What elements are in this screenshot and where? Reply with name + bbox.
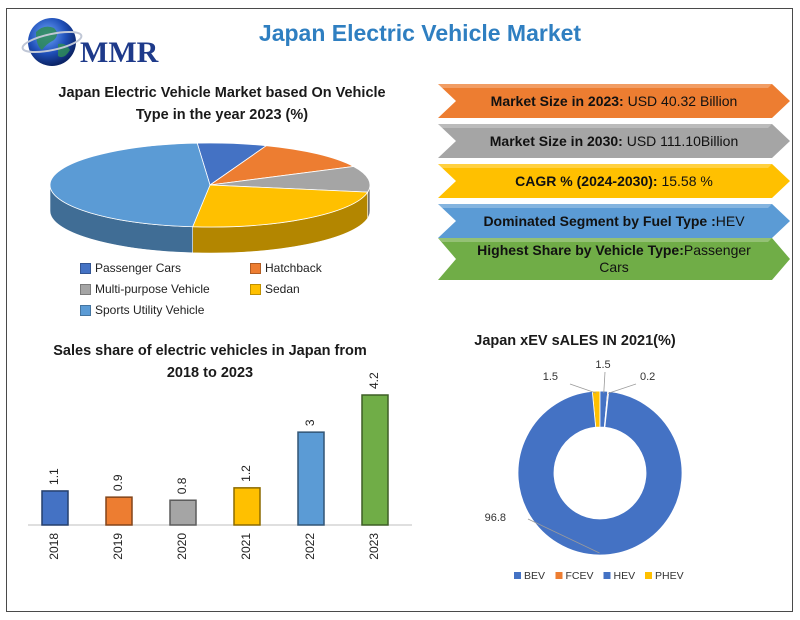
highlight-text: CAGR % (2024-2030): 15.58 %	[438, 164, 790, 198]
pie-slice-sports-utility-vehicle	[49, 142, 211, 228]
legend-label: Multi-purpose Vehicle	[95, 282, 210, 296]
x-tick-label: 2021	[239, 533, 253, 560]
highlight-value: Passenger Cars	[599, 242, 751, 275]
bar-value-label: 0.9	[111, 474, 125, 491]
legend-label: Sedan	[265, 282, 300, 296]
arrow-shape	[438, 84, 790, 118]
vehicle-type-chart-title: Japan Electric Vehicle Market based On V…	[58, 85, 386, 123]
xev-sales-chart-title: Japan xEV sALES IN 2021(%)	[474, 333, 676, 349]
x-tick-label: 2018	[47, 533, 61, 560]
market-highlights: Market Size in 2023: USD 40.32 Billion Ma…	[438, 84, 790, 280]
legend-label: Passenger Cars	[95, 261, 182, 275]
legend-swatch	[514, 572, 521, 579]
xev-sales-donut-chart: 1.5 1.5 0.2 96.8 BEV FCEV HEV PHEV	[485, 359, 684, 582]
pie-slice-sedan	[192, 184, 369, 228]
sales-share-bar-chart: 1.1 2018 0.9 2019 0.8 2020 1.2 2021 3 2022 4.2 2023	[28, 372, 412, 560]
highlight-value: USD 111.10Billion	[622, 132, 739, 149]
highlight-label: Highest Share by Vehicle Type:	[477, 242, 684, 258]
donut-value-label: 96.8	[485, 512, 506, 524]
highlight-banner-5: Highest Share by Vehicle Type:Passenger …	[438, 238, 790, 280]
arrow-shape	[438, 204, 790, 238]
x-tick-label: 2023	[367, 533, 381, 560]
vehicle-type-pie-chart	[49, 142, 371, 254]
bar-2019	[105, 496, 133, 526]
legend-item-bev: BEV	[514, 570, 545, 582]
highlight-text: Market Size in 2023: USD 40.32 Billion	[438, 84, 790, 118]
highlight-label: Market Size in 2030:	[489, 132, 623, 149]
highlight-label: Market Size in 2023:	[490, 92, 624, 109]
bar-2018	[41, 490, 69, 526]
legend-swatch	[250, 283, 261, 295]
legend-swatch	[250, 262, 261, 274]
sales-share-chart-title: Sales share of electric vehicles in Japa…	[53, 343, 367, 381]
legend-swatch	[80, 262, 91, 274]
legend-label: FCEV	[566, 570, 594, 582]
highlight-label: Dominated Segment by Fuel Type :	[483, 212, 716, 229]
donut-slice-hev	[517, 390, 683, 556]
bar-2020	[169, 499, 197, 526]
x-tick-label: 2020	[175, 533, 189, 560]
leader-line	[527, 518, 600, 554]
legend-item-multi-purpose-vehicle: Multi-purpose Vehicle	[80, 282, 210, 296]
donut-value-label: 0.2	[640, 371, 655, 383]
legend-item-phev: PHEV	[645, 570, 684, 582]
legend-label: Sports Utility Vehicle	[95, 303, 205, 317]
legend-label: HEV	[614, 570, 636, 582]
legend-item-sedan: Sedan	[250, 282, 300, 296]
bar-2021	[233, 487, 261, 526]
highlight-text: Dominated Segment by Fuel Type :HEV	[438, 204, 790, 238]
legend-label: BEV	[524, 570, 545, 582]
legend-item-sports-utility-vehicle: Sports Utility Vehicle	[80, 303, 204, 317]
highlight-label: CAGR % (2024-2030):	[515, 172, 658, 189]
leader-line	[607, 383, 637, 394]
legend-item-fcev: FCEV	[555, 570, 594, 582]
globe-icon	[21, 18, 83, 66]
legend-swatch	[603, 572, 611, 579]
highlight-value: 15.58 %	[657, 172, 713, 189]
highlight-banner-3: CAGR % (2024-2030): 15.58 %	[438, 164, 790, 198]
x-tick-label: 2019	[111, 533, 125, 560]
donut-value-label: 1.5	[543, 371, 558, 383]
leader-line	[603, 371, 606, 394]
legend-label: PHEV	[655, 570, 684, 582]
legend-swatch	[555, 572, 563, 579]
logo-text: MMR	[80, 36, 159, 69]
page-title: Japan Electric Vehicle Market	[258, 20, 582, 46]
bar-value-label: 0.8	[175, 477, 189, 494]
highlight-banner-2: Market Size in 2030: USD 111.10Billion	[438, 124, 790, 158]
x-tick-label: 2022	[303, 533, 317, 560]
highlight-banner-1: Market Size in 2023: USD 40.32 Billion	[438, 84, 790, 118]
arrow-shape	[438, 164, 790, 198]
bar-value-label: 1.2	[239, 465, 253, 482]
legend-item-hev: HEV	[603, 570, 636, 582]
pie-slice-hatchback	[209, 145, 355, 186]
legend-swatch	[80, 283, 91, 295]
legend-swatch	[80, 304, 91, 316]
highlight-value: USD 40.32 Billion	[623, 92, 738, 109]
leader-line	[569, 383, 597, 394]
highlight-banner-4: Dominated Segment by Fuel Type :HEV	[438, 204, 790, 238]
page-frame	[6, 8, 793, 612]
highlight-text: Highest Share by Vehicle Type:Passenger …	[438, 238, 790, 280]
arrow-shape	[438, 124, 790, 158]
bar-value-label: 1.1	[47, 468, 61, 485]
bar-2023	[361, 394, 389, 526]
legend-label: Hatchback	[265, 261, 322, 275]
mmr-logo: MMR	[14, 14, 164, 72]
highlight-text: Market Size in 2030: USD 111.10Billion	[438, 124, 790, 158]
arrow-shape	[438, 238, 790, 280]
donut-value-label: 1.5	[595, 359, 610, 371]
bar-value-label: 4.2	[367, 372, 381, 389]
legend-item-passenger-cars: Passenger Cars	[80, 261, 181, 275]
bar-value-label: 3	[303, 419, 317, 426]
pie-slice-multi-purpose-vehicle	[209, 166, 371, 193]
bar-2022	[297, 431, 325, 526]
highlight-value: HEV	[715, 212, 745, 229]
legend-item-hatchback: Hatchback	[250, 261, 322, 275]
legend-swatch	[645, 572, 652, 579]
